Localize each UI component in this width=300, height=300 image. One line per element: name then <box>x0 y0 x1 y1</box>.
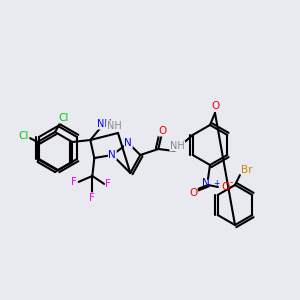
Text: NH: NH <box>97 119 112 129</box>
Text: F: F <box>71 177 77 187</box>
Text: F: F <box>105 179 111 189</box>
Text: +: + <box>213 178 219 188</box>
Text: F: F <box>89 193 95 203</box>
Text: N: N <box>124 138 132 148</box>
Text: Cl: Cl <box>19 131 29 141</box>
Text: Cl: Cl <box>59 113 69 123</box>
Text: O: O <box>212 101 220 111</box>
Text: O: O <box>222 182 230 192</box>
Text: NH: NH <box>170 141 185 151</box>
Text: O: O <box>158 126 166 136</box>
Text: -: - <box>230 178 232 188</box>
Text: O: O <box>189 188 197 198</box>
Text: Br: Br <box>241 165 253 175</box>
Text: NH: NH <box>106 121 122 131</box>
Text: N: N <box>202 178 210 188</box>
Text: N: N <box>108 150 116 160</box>
